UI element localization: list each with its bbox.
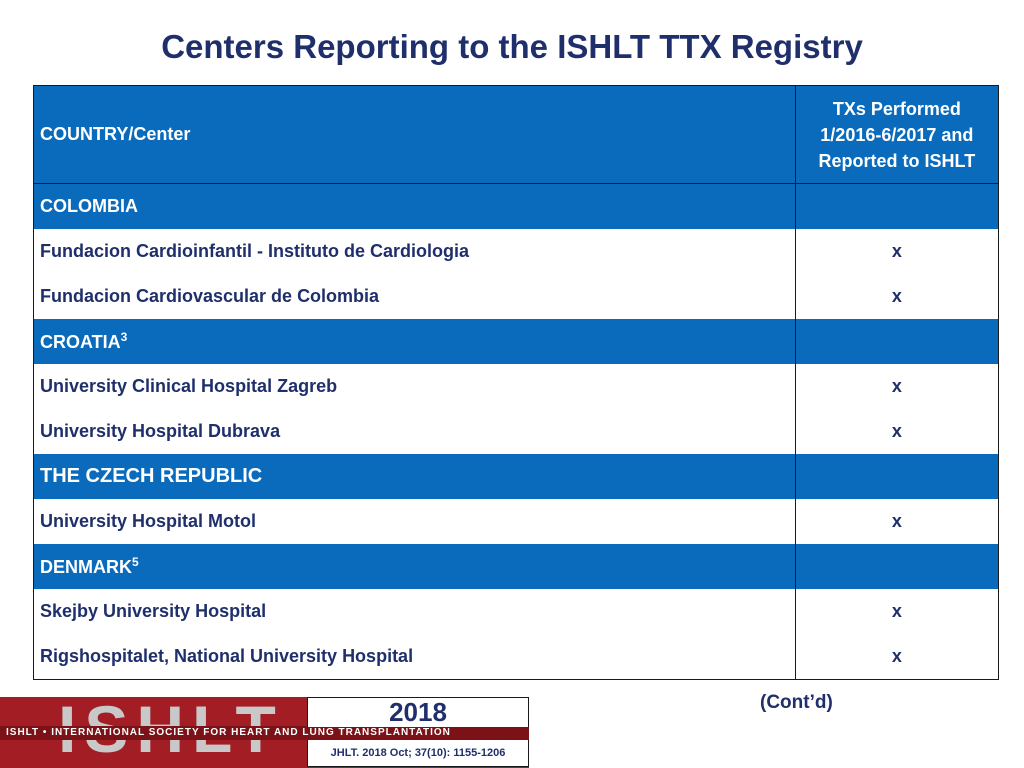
footer-banner: ISHLT ISHLT • INTERNATIONAL SOCIETY FOR … <box>0 697 529 768</box>
country-row-colombia: COLOMBIA <box>33 183 1000 229</box>
country-empty-cell <box>794 454 1000 499</box>
center-name: University Hospital Dubrava <box>33 409 796 454</box>
header-txs-line1: TXs Performed <box>832 98 961 119</box>
header-country-center: COUNTRY/Center <box>33 85 796 184</box>
table-row: University Hospital Dubrava x <box>33 409 1000 454</box>
center-name: Fundacion Cardiovascular de Colombia <box>33 274 796 319</box>
table-row: Rigshospitalet, National University Hosp… <box>33 634 1000 680</box>
center-name: Rigshospitalet, National University Hosp… <box>33 634 796 680</box>
country-row-czech-republic: THE CZECH REPUBLIC <box>33 454 1000 499</box>
country-name-cell: DENMARK5 <box>33 544 796 589</box>
header-txs-line3: Reported to ISHLT <box>818 150 976 171</box>
center-mark: x <box>794 274 1000 319</box>
footnote-marker: 5 <box>132 555 139 569</box>
logo-strip-text: ISHLT • INTERNATIONAL SOCIETY FOR HEART … <box>0 726 529 740</box>
country-row-croatia: CROATIA3 <box>33 319 1000 364</box>
center-mark: x <box>794 409 1000 454</box>
table-row: University Clinical Hospital Zagreb x <box>33 364 1000 409</box>
page-title: Centers Reporting to the ISHLT TTX Regis… <box>161 28 863 65</box>
header-txs-line2: 1/2016-6/2017 and <box>820 124 974 145</box>
country-empty-cell <box>794 183 1000 229</box>
table-row: Fundacion Cardiovascular de Colombia x <box>33 274 1000 319</box>
year-label: 2018 <box>307 697 529 727</box>
center-name: University Clinical Hospital Zagreb <box>33 364 796 409</box>
country-name: COLOMBIA <box>33 183 796 229</box>
country-row-denmark: DENMARK5 <box>33 544 1000 589</box>
continued-label: (Cont’d) <box>760 692 833 713</box>
registry-table: COUNTRY/Center TXs Performed 1/2016-6/20… <box>33 85 1000 680</box>
center-mark: x <box>794 499 1000 544</box>
table-row: Skejby University Hospital x <box>33 589 1000 634</box>
table-row: Fundacion Cardioinfantil - Instituto de … <box>33 229 1000 274</box>
center-name: Fundacion Cardioinfantil - Instituto de … <box>33 229 796 274</box>
center-mark: x <box>794 634 1000 680</box>
country-empty-cell <box>794 319 1000 364</box>
center-name: University Hospital Motol <box>33 499 796 544</box>
table-row: University Hospital Motol x <box>33 499 1000 544</box>
center-mark: x <box>794 229 1000 274</box>
citation-label: JHLT. 2018 Oct; 37(10): 1155-1206 <box>307 740 529 767</box>
center-mark: x <box>794 589 1000 634</box>
center-name: Skejby University Hospital <box>33 589 796 634</box>
country-name: DENMARK <box>40 557 132 577</box>
center-mark: x <box>794 364 1000 409</box>
country-name: CROATIA <box>40 332 121 352</box>
country-empty-cell <box>794 544 1000 589</box>
country-name-cell: CROATIA3 <box>33 319 796 364</box>
footnote-marker: 3 <box>120 330 128 344</box>
header-txs-performed: TXs Performed 1/2016-6/2017 and Reported… <box>794 85 1000 184</box>
table-header-row: COUNTRY/Center TXs Performed 1/2016-6/20… <box>33 85 1000 184</box>
country-name: THE CZECH REPUBLIC <box>33 454 796 499</box>
